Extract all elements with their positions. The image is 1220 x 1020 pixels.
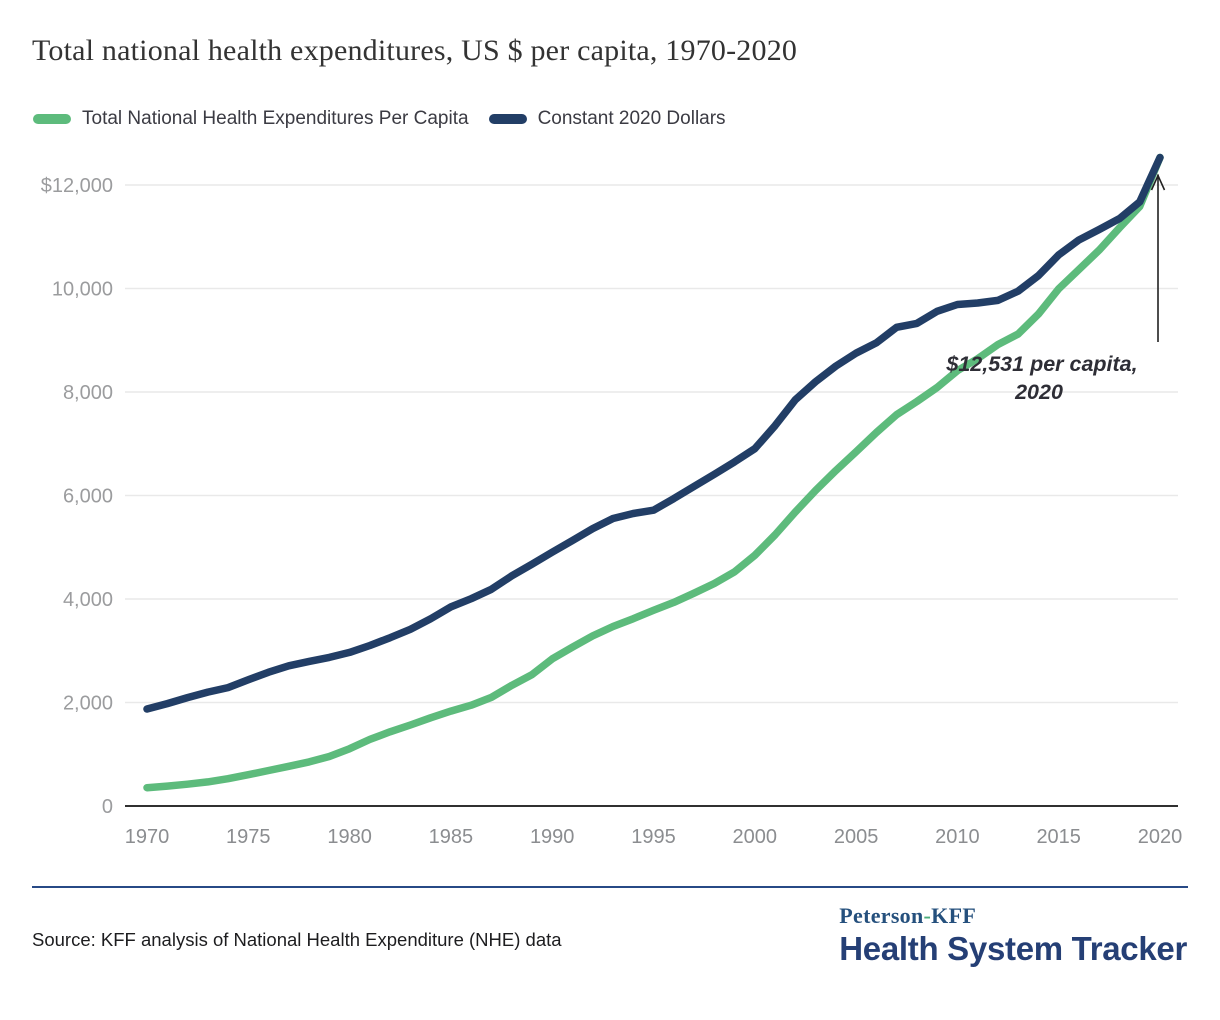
footer-divider xyxy=(32,886,1188,888)
x-tick-label: 2015 xyxy=(1036,826,1081,848)
y-tick-label: 8,000 xyxy=(63,382,113,404)
y-tick-label: 0 xyxy=(102,796,113,818)
logo-peterson: Peterson xyxy=(839,903,924,928)
logo-line-tracker: Health System Tracker xyxy=(839,930,1187,967)
legend-item-nominal: Total National Health Expenditures Per C… xyxy=(33,108,469,130)
x-tick-label: 2010 xyxy=(935,826,980,848)
x-tick-label: 1980 xyxy=(327,826,372,848)
x-tick-label: 1975 xyxy=(226,826,271,848)
x-tick-label: 2005 xyxy=(834,826,879,848)
y-tick-label: 2,000 xyxy=(63,693,113,715)
annotation-text: $12,531 per capita, 2020 xyxy=(945,352,1137,404)
y-tick-label: 10,000 xyxy=(52,279,113,301)
peterson-kff-logo: Peterson-KFF Health System Tracker xyxy=(839,903,1187,968)
legend-label-constant: Constant 2020 Dollars xyxy=(537,108,726,129)
y-tick-label: 4,000 xyxy=(63,589,113,611)
x-axis-labels: 1970 1975 1980 1985 1990 1995 2000 2005 2010 2015… xyxy=(125,826,1183,848)
logo-line-peterson-kff: Peterson-KFF xyxy=(839,903,1187,929)
legend-swatch-green xyxy=(33,114,71,124)
logo-green-hyphen: - xyxy=(923,903,932,928)
x-tick-label: 1995 xyxy=(631,826,676,848)
annotation-arrow-head xyxy=(1150,173,1166,191)
logo-kff: KFF xyxy=(931,903,977,928)
annotation-2020: $12,531 per capita, 2020 xyxy=(945,173,1166,404)
annotation-line-1: $12,531 per capita, xyxy=(945,352,1137,376)
x-tick-label: 1990 xyxy=(530,826,575,848)
y-gridlines xyxy=(125,184,1178,704)
legend-swatch-navy xyxy=(488,114,527,124)
annotation-line-2: 2020 xyxy=(1014,380,1063,404)
legend: Total National Health Expenditures Per C… xyxy=(33,106,726,132)
series-line-constant xyxy=(143,153,1164,713)
chart-title: Total national health expenditures, US $… xyxy=(32,34,798,67)
y-axis-labels: $12,000 10,000 8,000 6,000 4,000 2,000 0 xyxy=(41,175,113,818)
x-tick-label: 1985 xyxy=(429,826,474,848)
legend-item-constant: Constant 2020 Dollars xyxy=(488,108,726,130)
x-tick-label: 2000 xyxy=(733,826,778,848)
series-line-nominal xyxy=(143,153,1164,792)
x-tick-label: 1970 xyxy=(125,826,170,848)
y-tick-label: $12,000 xyxy=(41,175,113,197)
legend-label-nominal: Total National Health Expenditures Per C… xyxy=(82,108,469,129)
x-tick-label: 2020 xyxy=(1138,826,1183,848)
source-note: Source: KFF analysis of National Health … xyxy=(32,929,562,950)
y-tick-label: 6,000 xyxy=(63,486,113,508)
